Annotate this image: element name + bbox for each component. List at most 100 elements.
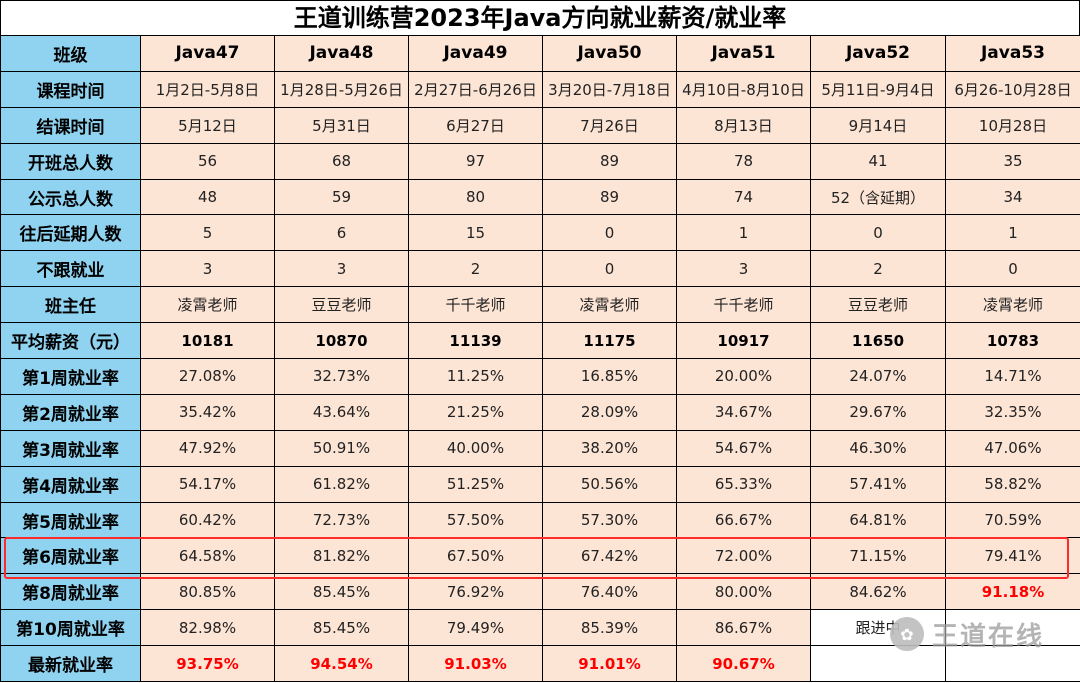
row-label: 平均薪资（元） <box>0 322 141 360</box>
table-cell: 72.00% <box>676 537 811 575</box>
row-label: 不跟就业 <box>0 250 141 288</box>
row-label: 班级 <box>0 35 141 72</box>
table-cell: 7月26日 <box>542 106 677 144</box>
table-cell: 59 <box>274 178 409 216</box>
row-label: 课程时间 <box>0 70 141 108</box>
table-cell: 11139 <box>408 322 543 360</box>
table-cell: 5月12日 <box>140 106 275 144</box>
row-label: 第5周就业率 <box>0 501 141 539</box>
table-cell: 35.42% <box>140 393 275 431</box>
table-cell: 40.00% <box>408 429 543 467</box>
table-cell: 千千老师 <box>408 286 543 324</box>
row-label: 第10周就业率 <box>0 609 141 647</box>
table-cell: 85.45% <box>274 573 409 611</box>
table-cell: 54.17% <box>140 465 275 503</box>
table-cell: 43.64% <box>274 393 409 431</box>
table-cell: 10月28日 <box>945 106 1080 144</box>
table-cell: 5月31日 <box>274 106 409 144</box>
table-cell: 65.33% <box>676 465 811 503</box>
row-label: 第2周就业率 <box>0 393 141 431</box>
class-header: Java50 <box>542 35 677 72</box>
table-cell: 47.92% <box>140 429 275 467</box>
table-row: 班主任 凌霄老师 豆豆老师 千千老师 凌霄老师 千千老师 豆豆老师 凌霄老师 <box>0 286 1080 324</box>
table-cell: 14.71% <box>945 358 1080 395</box>
table-cell: 58.82% <box>945 465 1080 503</box>
table-cell: 74 <box>676 178 811 216</box>
table-cell: 89 <box>542 142 677 180</box>
table-cell: 60.42% <box>140 501 275 539</box>
table-cell: 0 <box>542 250 677 288</box>
table-cell: 67.50% <box>408 537 543 575</box>
table-cell: 千千老师 <box>676 286 811 324</box>
row-label: 第4周就业率 <box>0 465 141 503</box>
table-row: 不跟就业 3 3 2 0 3 2 0 <box>0 250 1080 288</box>
table-cell: 97 <box>408 142 543 180</box>
row-label: 结课时间 <box>0 106 141 144</box>
table-cell: 29.67% <box>810 393 946 431</box>
table-cell: 79.41% <box>945 537 1080 575</box>
table-cell: 2 <box>408 250 543 288</box>
table-cell: 38.20% <box>542 429 677 467</box>
table-cell: 15 <box>408 214 543 252</box>
table-cell: 67.42% <box>542 537 677 575</box>
row-label: 最新就业率 <box>0 645 141 683</box>
row-label: 第1周就业率 <box>0 358 141 395</box>
table-cell <box>945 609 1080 647</box>
table-cell: 52（含延期） <box>810 178 946 216</box>
table-cell: 79.49% <box>408 609 543 647</box>
table-cell: 28.09% <box>542 393 677 431</box>
table-cell: 57.41% <box>810 465 946 503</box>
row-label: 公示总人数 <box>0 178 141 216</box>
table-cell: 82.98% <box>140 609 275 647</box>
table-cell: 64.81% <box>810 501 946 539</box>
table-cell: 72.73% <box>274 501 409 539</box>
table-cell: 66.67% <box>676 501 811 539</box>
class-header: Java48 <box>274 35 409 72</box>
table-cell: 91.03% <box>408 645 543 683</box>
table-cell: 豆豆老师 <box>810 286 946 324</box>
table-cell: 跟进中 <box>810 609 946 647</box>
table-cell: 豆豆老师 <box>274 286 409 324</box>
table-row: 第8周就业率 80.85% 85.45% 76.92% 76.40% 80.00% 84.6… <box>0 573 1080 611</box>
table-cell: 35 <box>945 142 1080 180</box>
table-cell: 1月28日-5月26日 <box>274 70 409 108</box>
row-label: 开班总人数 <box>0 142 141 180</box>
table-cell: 16.85% <box>542 358 677 395</box>
table-cell: 5月11日-9月4日 <box>810 70 946 108</box>
table-cell: 8月13日 <box>676 106 811 144</box>
row-label: 往后延期人数 <box>0 214 141 252</box>
table-row: 第5周就业率 60.42% 72.73% 57.50% 57.30% 66.67% 64.8… <box>0 501 1080 539</box>
table-cell: 76.92% <box>408 573 543 611</box>
class-header: Java49 <box>408 35 543 72</box>
table-cell: 48 <box>140 178 275 216</box>
table-cell: 10917 <box>676 322 811 360</box>
row-label: 第8周就业率 <box>0 573 141 611</box>
table-cell: 64.58% <box>140 537 275 575</box>
table-cell: 85.45% <box>274 609 409 647</box>
table-row: 第1周就业率 27.08% 32.73% 11.25% 16.85% 20.00% 24.0… <box>0 358 1080 395</box>
table-cell: 凌霄老师 <box>542 286 677 324</box>
table-cell: 76.40% <box>542 573 677 611</box>
header-row: 班级 Java47 Java48 Java49 Java50 Java51 Ja… <box>0 35 1080 72</box>
table-cell: 80.00% <box>676 573 811 611</box>
table-cell: 47.06% <box>945 429 1080 467</box>
table-row: 最新就业率 93.75% 94.54% 91.03% 91.01% 90.67% <box>0 645 1080 683</box>
table-cell: 51.25% <box>408 465 543 503</box>
employment-table: 班级 Java47 Java48 Java49 Java50 Java51 Ja… <box>0 35 1080 683</box>
table-cell: 27.08% <box>140 358 275 395</box>
table-cell: 10181 <box>140 322 275 360</box>
table-cell: 0 <box>945 250 1080 288</box>
sheet-title: 王道训练营2023年Java方向就业薪资/就业率 <box>0 0 1080 35</box>
table-row: 第3周就业率 47.92% 50.91% 40.00% 38.20% 54.67% 46.3… <box>0 429 1080 467</box>
table-cell: 1 <box>945 214 1080 252</box>
table-row: 结课时间 5月12日 5月31日 6月27日 7月26日 8月13日 9月14日 10月28日 <box>0 106 1080 144</box>
table-row: 第4周就业率 54.17% 61.82% 51.25% 50.56% 65.33% 57.4… <box>0 465 1080 503</box>
table-cell: 3 <box>140 250 275 288</box>
table-cell: 3 <box>676 250 811 288</box>
table-cell: 凌霄老师 <box>945 286 1080 324</box>
table-row: 往后延期人数 5 6 15 0 1 0 1 <box>0 214 1080 252</box>
table-cell: 11175 <box>542 322 677 360</box>
table-cell: 80 <box>408 178 543 216</box>
row-label: 班主任 <box>0 286 141 324</box>
class-header: Java47 <box>140 35 275 72</box>
